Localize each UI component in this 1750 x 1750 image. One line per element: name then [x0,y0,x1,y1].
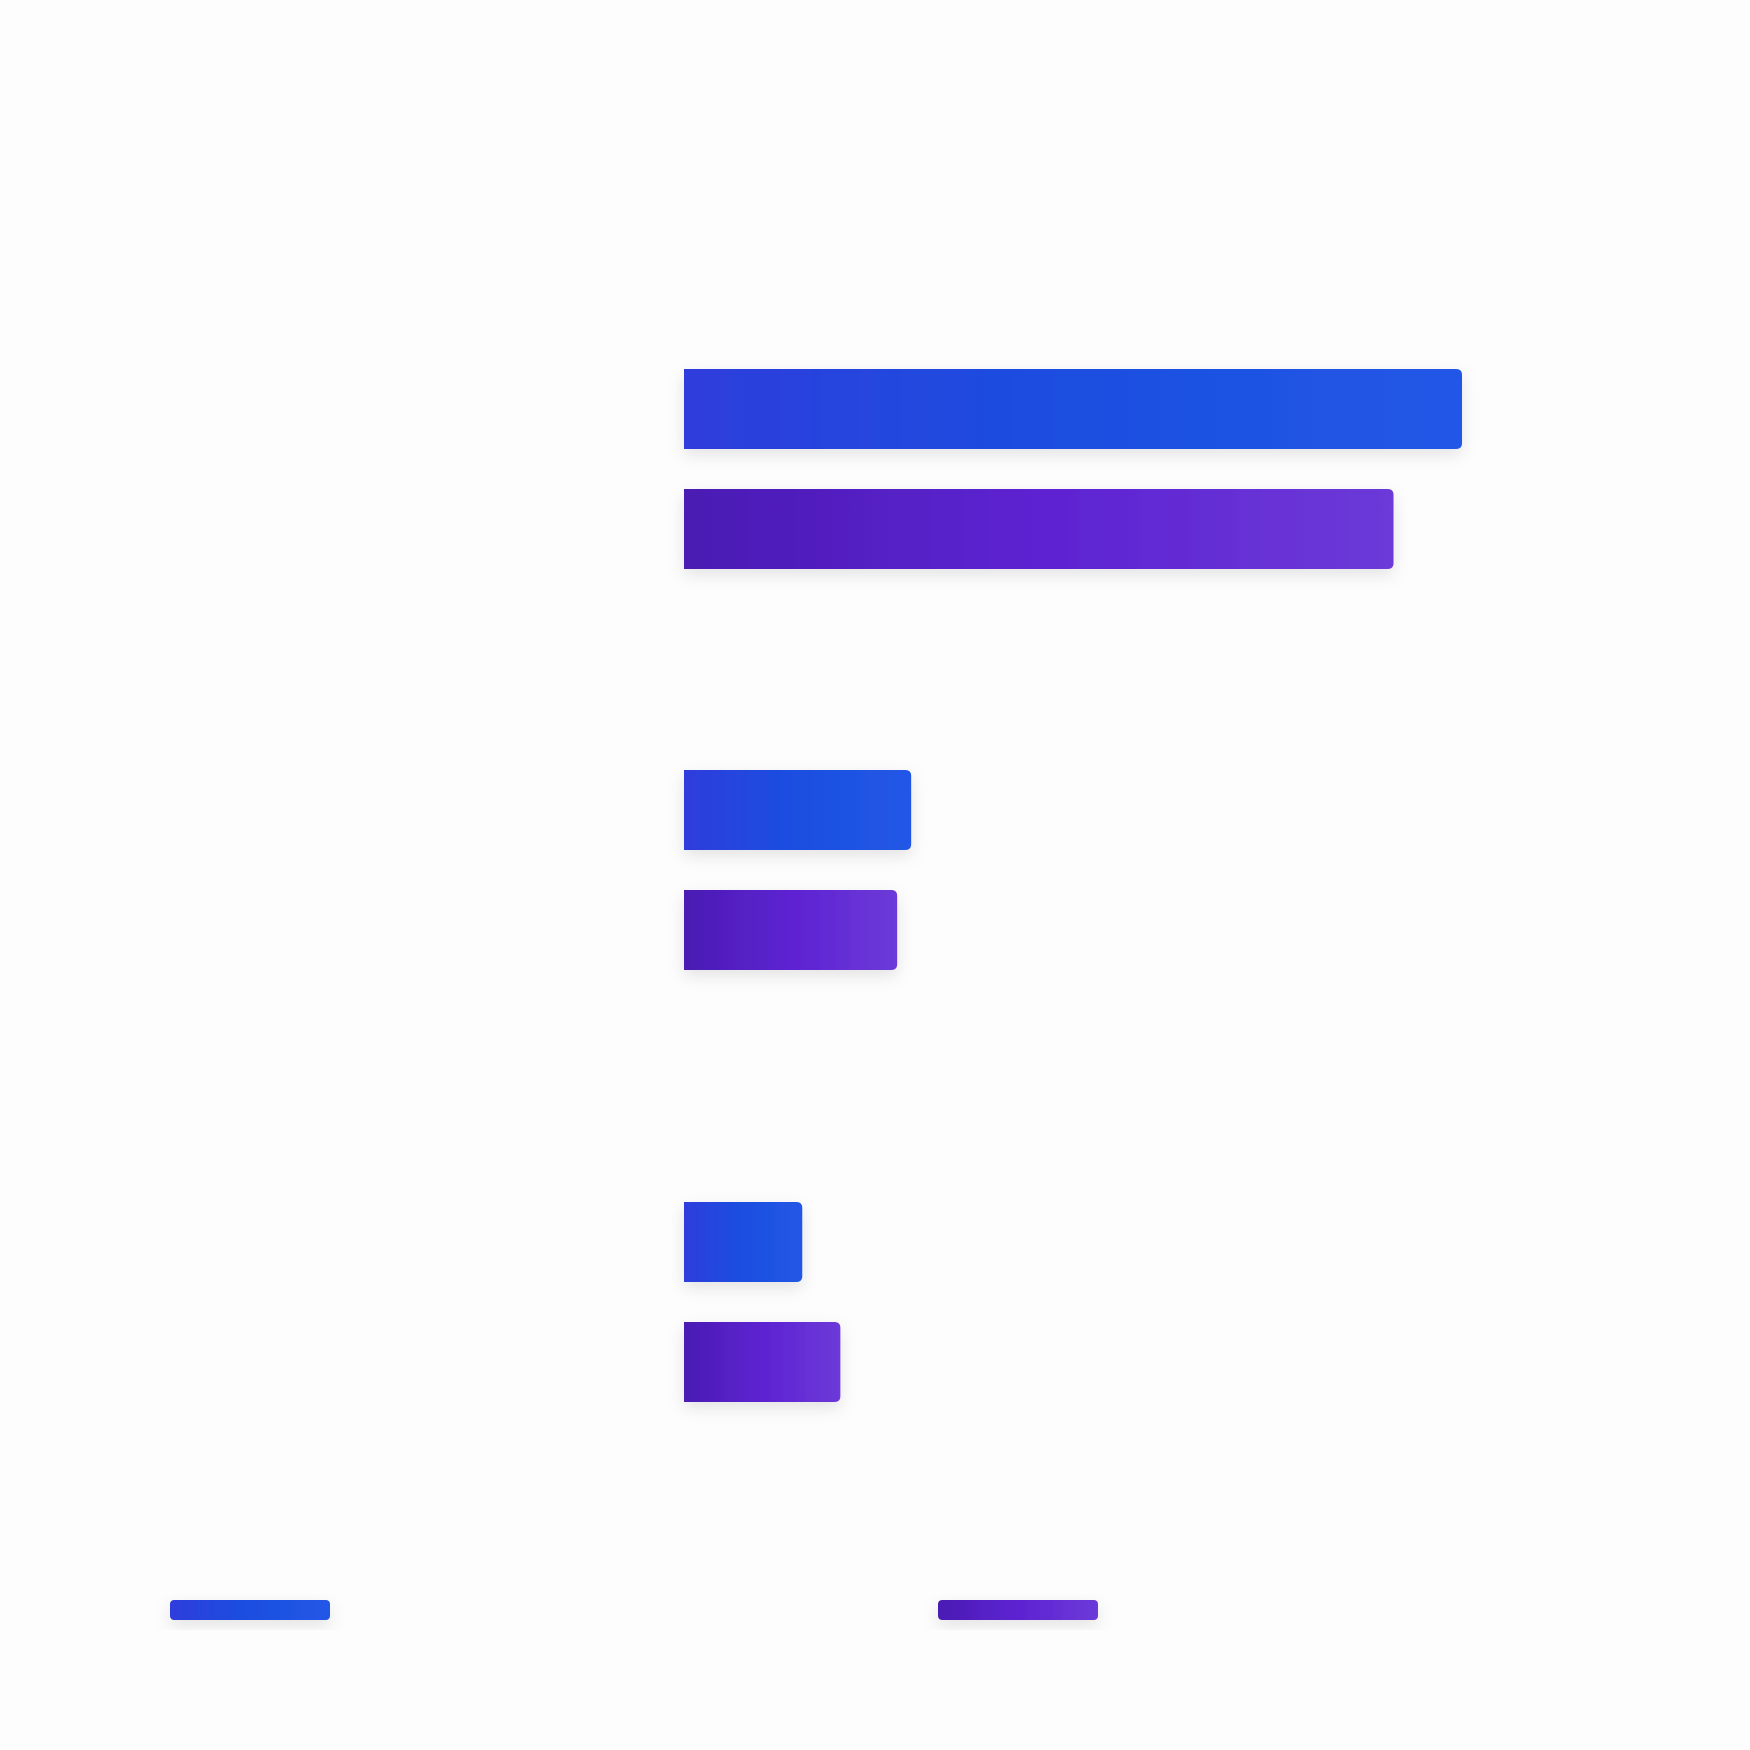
bar-group-1 [684,369,1462,569]
bar-series-1-category-2[interactable] [684,770,912,850]
bar-series-2-category-1[interactable] [684,489,1394,569]
legend-swatch-series-1[interactable] [170,1600,330,1620]
bar-series-2-category-3[interactable] [684,1322,841,1402]
bar-series-1-category-3[interactable] [684,1202,803,1282]
bar-group-2 [684,770,912,970]
bar-group-3 [684,1202,841,1402]
bar-series-1-category-1[interactable] [684,369,1462,449]
bars-layer [684,369,1462,1402]
legend-swatch-series-2[interactable] [938,1600,1098,1620]
legend [170,1600,1098,1620]
bar-series-2-category-2[interactable] [684,890,898,970]
